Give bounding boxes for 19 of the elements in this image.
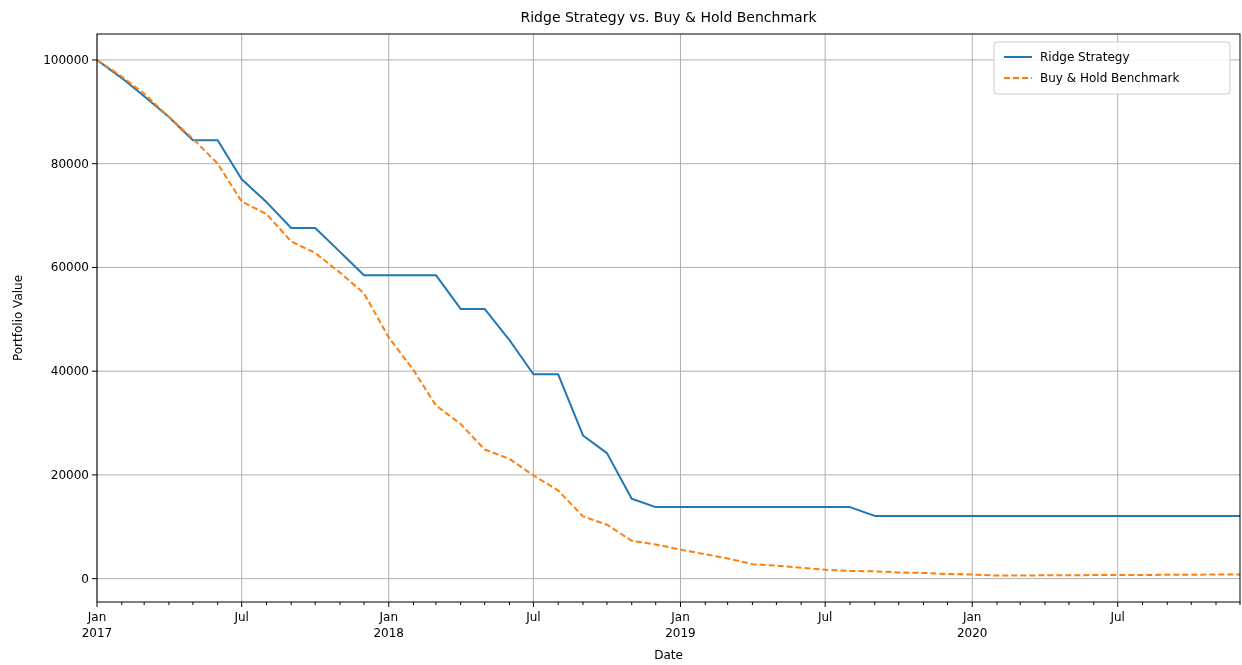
- y-tick-label: 60000: [50, 260, 89, 275]
- legend-label: Buy & Hold Benchmark: [1040, 71, 1180, 85]
- x-tick-label: Jul: [233, 610, 249, 624]
- y-tick-label: 80000: [50, 156, 89, 171]
- x-tick-label: Jul: [1109, 610, 1125, 624]
- x-tick-label: Jul: [816, 610, 833, 624]
- y-tick-label: 20000: [50, 467, 89, 482]
- y-tick-label: 40000: [50, 364, 89, 379]
- x-tick-label: Jan 2018: [373, 610, 405, 640]
- x-tick-label: Jan 2020: [956, 610, 988, 640]
- y-tick-label: 0: [81, 571, 89, 586]
- x-axis-title: Date: [654, 648, 683, 662]
- legend-label: Ridge Strategy: [1040, 50, 1130, 64]
- x-tick-label: Jan 2017: [81, 610, 113, 640]
- chart-title: Ridge Strategy vs. Buy & Hold Benchmark: [520, 9, 818, 25]
- y-axis-title: Portfolio Value: [11, 274, 25, 362]
- x-tick-label: Jul: [525, 610, 541, 624]
- x-tick-label: Jan 2019: [665, 610, 696, 640]
- y-tick-label: 100000: [43, 52, 89, 67]
